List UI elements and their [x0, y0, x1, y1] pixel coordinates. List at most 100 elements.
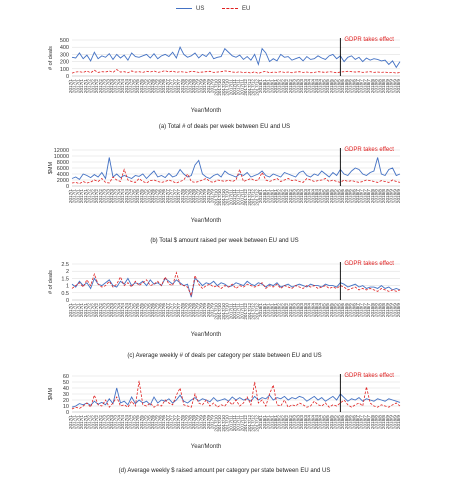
x-tick-label: 2018/7: [355, 415, 360, 429]
x-tick-label: 2017/4: [128, 79, 133, 93]
y-tick-label: 6000: [57, 166, 69, 172]
x-tick-label: 2018/4: [318, 79, 323, 93]
x-tick-label: 2017/5: [131, 79, 136, 93]
x-tick-label: 2017/2: [98, 415, 103, 429]
gdpr-annotation: GDPR takes effect: [344, 261, 394, 267]
x-tick-label: 2018/1: [273, 79, 278, 93]
x-tick-label: 2018/8: [381, 189, 386, 203]
x-tick-label: 2018/1: [266, 79, 271, 93]
x-tick-label: 2018/7: [366, 79, 371, 93]
x-tick-label: 2017/5: [135, 415, 140, 429]
y-tick-label: 500: [60, 38, 69, 44]
x-tick-label: 2017/9: [198, 303, 203, 317]
x-tick-label: 2018/7: [359, 189, 364, 203]
x-tick-label: 2018/6: [340, 79, 345, 93]
y-tick-label: 1.5: [61, 276, 69, 282]
legend-us-label: US: [196, 6, 205, 12]
x-tick-label: 2018/4: [318, 189, 323, 203]
panel-b: 0 2000 4000 6000 8000 10000 12000 2017/1 2017/1 2…: [0, 142, 449, 242]
x-tick-label: 2017/6: [150, 189, 155, 203]
x-tick-label: 2017/1: [79, 189, 84, 203]
x-tick-label: 2018/4: [307, 79, 312, 93]
x-tick-label: 2017/10: [213, 415, 218, 432]
x-tick-label: 2018/5: [321, 189, 326, 203]
x-tick-label: 2017/8: [187, 79, 192, 93]
x-tick-label: 2017/5: [139, 189, 144, 203]
x-tick-label: 2017/1: [79, 79, 84, 93]
x-tick-label: 2017/9: [210, 189, 215, 203]
x-tick-label: 2018/5: [336, 79, 341, 93]
x-tick-label: 2017/12: [251, 303, 256, 320]
x-tick-label: 2017/8: [180, 303, 185, 317]
x-tick-label: 2018/1: [262, 415, 267, 429]
x-tick-label: 2017/2: [90, 415, 95, 429]
x-tick-label: 2018/4: [310, 303, 315, 317]
x-tick-label: 2017/3: [113, 415, 118, 429]
y-tick-label: 10: [63, 404, 69, 410]
x-tick-label: 2017/8: [180, 189, 185, 203]
y-tick-label: 20: [63, 398, 69, 404]
x-tick-label: 2018/2: [277, 189, 282, 203]
x-tick-label: 2018/5: [329, 189, 334, 203]
x-tick-label: 2018/2: [288, 189, 293, 203]
x-tick-label: 2018/6: [340, 303, 345, 317]
x-tick-label: 2017/1: [68, 79, 73, 93]
y-tick-label: 1: [66, 284, 69, 290]
x-tick-label: 2017/5: [135, 189, 140, 203]
x-tick-label: 2018/3: [295, 189, 300, 203]
x-tick-label: 2017/9: [195, 415, 200, 429]
y-axis-label: # of deals: [48, 46, 54, 70]
x-tick-label: 2017/1: [68, 303, 73, 317]
x-tick-label: 2017/12: [254, 303, 259, 320]
x-tick-label: 2017/11: [228, 79, 233, 96]
series-line-us: [71, 277, 401, 298]
x-tick-label: 2017/1: [68, 415, 73, 429]
chart-b: 0200040006000800010000120002017/12017/12…: [48, 147, 401, 224]
x-tick-label: 2018/5: [321, 303, 326, 317]
x-tick-label: 2017/6: [154, 79, 159, 93]
x-tick-label: 2017/6: [161, 189, 166, 203]
x-tick-label: 2017/10: [221, 79, 226, 96]
x-tick-label: 2018/7: [366, 303, 371, 317]
x-tick-label: 2017/4: [124, 303, 129, 317]
x-tick-label: 2018/2: [288, 303, 293, 317]
x-tick-label: 2018/1: [258, 189, 263, 203]
x-tick-label: 2017/11: [228, 415, 233, 432]
x-tick-label: 2018/5: [321, 415, 326, 429]
x-tick-label: 2018/6: [344, 303, 349, 317]
x-tick-label: 2018/6: [351, 189, 356, 203]
x-tick-label: 2017/1: [75, 189, 80, 203]
x-tick-label: 2017/4: [116, 415, 121, 429]
x-axis-label: Year/Month: [191, 444, 221, 450]
x-tick-label: 2017/6: [150, 415, 155, 429]
y-tick-label: 0: [66, 410, 69, 416]
gdpr-annotation: GDPR takes effect: [344, 147, 394, 153]
x-tick-label: 2018/9: [389, 189, 394, 203]
x-tick-label: 2017/2: [90, 303, 95, 317]
x-tick-label: 2018/4: [310, 189, 315, 203]
x-tick-label: 2017/5: [143, 303, 148, 317]
x-tick-label: 2017/9: [202, 415, 207, 429]
x-tick-label: 2017/3: [105, 189, 110, 203]
x-tick-label: 2017/12: [254, 189, 259, 206]
x-tick-label: 2018/6: [351, 415, 356, 429]
x-tick-label: 2017/5: [135, 303, 140, 317]
x-tick-label: 2017/7: [169, 79, 174, 93]
x-tick-label: 2017/7: [172, 415, 177, 429]
x-tick-label: 2017/5: [139, 415, 144, 429]
x-tick-label: 2018/1: [269, 303, 274, 317]
x-tick-label: 2017/2: [94, 189, 99, 203]
x-tick-label: 2018/9: [389, 79, 394, 93]
series-line-us: [71, 387, 401, 408]
x-tick-label: 2018/8: [374, 415, 379, 429]
x-tick-label: 2017/4: [116, 303, 121, 317]
x-tick-label: 2018/9: [396, 303, 401, 317]
x-tick-label: 2018/2: [284, 79, 289, 93]
x-tick-label: 2018/6: [344, 79, 349, 93]
x-tick-label: 2017/12: [254, 415, 259, 432]
x-tick-label: 2018/1: [266, 303, 271, 317]
x-tick-label: 2018/3: [303, 415, 308, 429]
x-tick-label: 2018/5: [325, 79, 330, 93]
x-tick-label: 2017/6: [161, 415, 166, 429]
x-tick-label: 2017/5: [146, 303, 151, 317]
